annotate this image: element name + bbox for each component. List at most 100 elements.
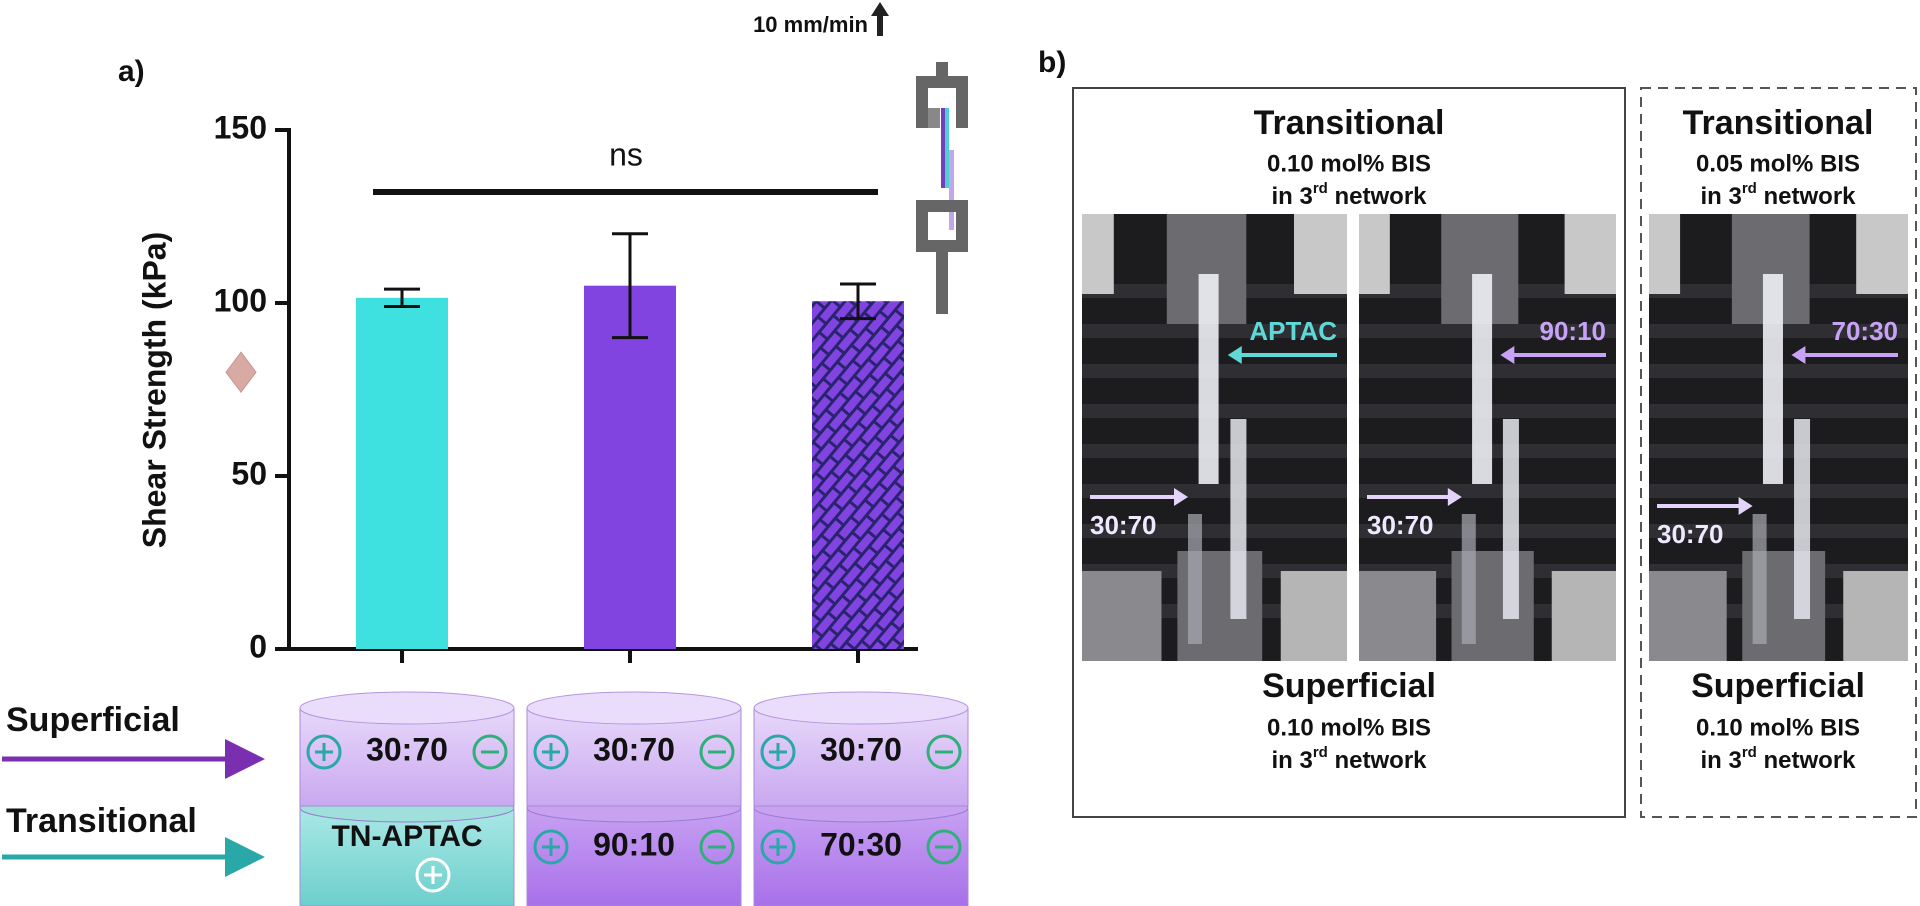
y-tick-label: 150 (214, 109, 267, 145)
group-title: Superficial (1262, 667, 1436, 705)
superscript: rd (1313, 744, 1328, 761)
photo-strip (1752, 514, 1767, 644)
photo-strip (1198, 274, 1219, 484)
photo-strip (1794, 419, 1811, 619)
caption-line: 0.10 mol% BIS (1267, 714, 1431, 741)
cylinder: 30:70 90:10 (526, 691, 742, 906)
photo-label: 70:30 (1832, 316, 1899, 346)
panel-label: a) (118, 55, 145, 88)
bar (584, 285, 676, 649)
photo-strip (1461, 514, 1476, 644)
photo-label: 30:70 (1090, 510, 1157, 540)
photo-strip (1188, 514, 1202, 644)
y-tick-label: 100 (214, 282, 267, 318)
photo-strip (1230, 419, 1247, 619)
photo-stripe (1359, 524, 1616, 538)
bar (356, 297, 448, 649)
tensile-inset: 10 mm/min (753, 2, 968, 314)
caption-line: in 3rd network (1700, 180, 1856, 210)
caption-line: 0.05 mol% BIS (1696, 150, 1860, 177)
charge-icon (926, 734, 962, 770)
cylinder: 30:70 70:30 (753, 691, 969, 906)
photo-label: APTAC (1249, 316, 1337, 346)
cylinder-label: 30:70 (820, 731, 902, 767)
superscript: rd (1313, 180, 1328, 197)
layer-label: Superficial (6, 701, 180, 739)
charge-icon (306, 734, 342, 770)
cylinder-label: 90:10 (593, 826, 675, 862)
photo-clamp (1649, 214, 1681, 294)
charge-icon (760, 829, 796, 865)
charge-icon (472, 734, 508, 770)
photo: 90:10 30:70 (1359, 214, 1616, 661)
charge-icon (699, 829, 735, 865)
charge-icon (533, 829, 569, 865)
cylinder-cap (753, 691, 969, 725)
y-tick-label: 50 (231, 455, 267, 491)
y-axis-title: Shear Strength (kPa) (136, 232, 172, 549)
photo-strip (1502, 419, 1519, 619)
caption-part: network (1328, 747, 1427, 774)
photo-stripe (1649, 524, 1908, 538)
caption-line: 0.10 mol% BIS (1696, 714, 1860, 741)
caption-part: in 3 (1700, 183, 1741, 210)
photo-stripe (1359, 484, 1616, 498)
layer-label: Transitional (6, 802, 197, 840)
cylinder-cap (526, 691, 742, 725)
label-arrow (1447, 488, 1462, 506)
caption-part: network (1328, 183, 1427, 210)
caption-line: 0.10 mol% BIS (1267, 150, 1431, 177)
photo-strip (1762, 274, 1783, 484)
label-arrow (1500, 346, 1515, 364)
charge-icon (415, 857, 451, 893)
photo-clamp (1843, 571, 1908, 661)
caption-part: in 3 (1271, 747, 1312, 774)
photo-clamp (1551, 571, 1616, 661)
cylinder-cap (299, 691, 515, 725)
photo-clamp (1294, 214, 1347, 294)
cylinder-label: 30:70 (593, 731, 675, 767)
photo-stripe (1649, 484, 1908, 498)
inset-label: 10 mm/min (753, 12, 868, 37)
photo: APTAC 30:70 (1082, 214, 1347, 661)
label-arrow (1738, 497, 1753, 515)
bar-hatch (812, 301, 904, 649)
group-frame (1072, 87, 1626, 818)
cylinder-label: 70:30 (820, 826, 902, 862)
photo-stripe (1082, 524, 1347, 538)
reference-marker (225, 351, 257, 394)
caption-part: in 3 (1271, 183, 1312, 210)
caption-part: network (1757, 747, 1856, 774)
caption-line: in 3rd network (1271, 180, 1427, 210)
superscript: rd (1742, 180, 1757, 197)
significance-label: ns (609, 136, 643, 172)
photo-clamp (1359, 214, 1390, 294)
cylinder-label: 30:70 (366, 731, 448, 767)
photo-clamp (1359, 571, 1437, 661)
charge-icon (760, 734, 796, 770)
photo-clamp (1082, 571, 1162, 661)
photo-label: 90:10 (1540, 316, 1607, 346)
cylinder: 30:70 TN-APTAC (299, 691, 515, 906)
photo-label: 30:70 (1367, 510, 1434, 540)
charge-icon (533, 734, 569, 770)
group-title: Transitional (1683, 104, 1874, 142)
charge-icon (699, 734, 735, 770)
photo-clamp (1649, 571, 1727, 661)
group-frame (1640, 87, 1917, 818)
superscript: rd (1742, 744, 1757, 761)
photo-label: 30:70 (1657, 519, 1724, 549)
caption-line: in 3rd network (1700, 744, 1856, 774)
label-arrow (1791, 346, 1806, 364)
photo-clamp (1564, 214, 1616, 294)
photo-stripe (1082, 484, 1347, 498)
photo-clamp (1082, 214, 1114, 294)
group-title: Superficial (1691, 667, 1865, 705)
label-arrow (1174, 488, 1188, 506)
photo-clamp (1280, 571, 1347, 661)
photo-clamp (1856, 214, 1908, 294)
caption-line: in 3rd network (1271, 744, 1427, 774)
photo: 70:30 30:70 (1649, 214, 1908, 661)
group-title: Transitional (1254, 104, 1445, 142)
